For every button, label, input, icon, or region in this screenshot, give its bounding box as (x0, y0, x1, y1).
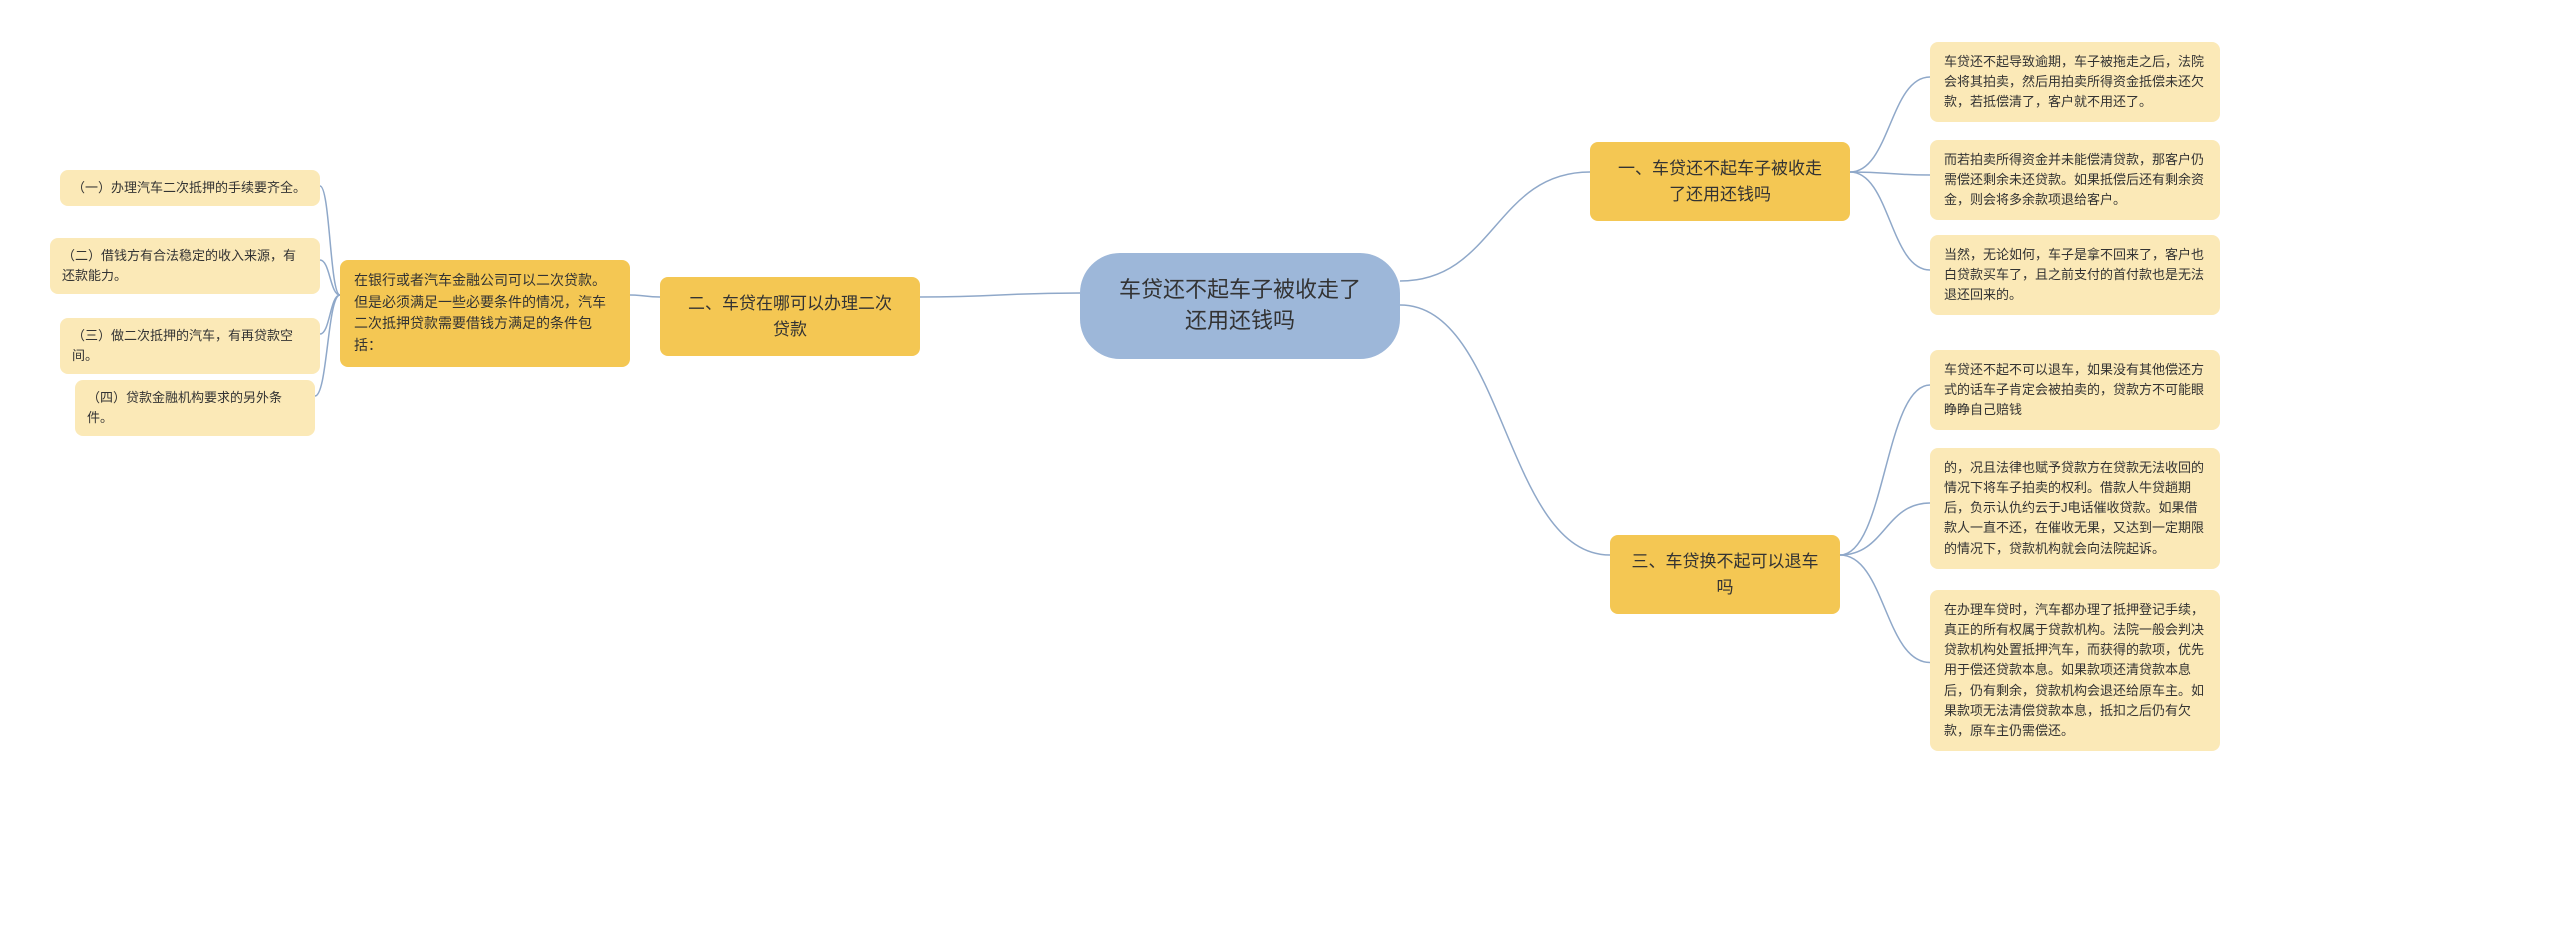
branch-3-leaf-3[interactable]: 在办理车贷时，汽车都办理了抵押登记手续，真正的所有权属于贷款机构。法院一般会判决… (1930, 590, 2220, 751)
branch-1[interactable]: 一、车贷还不起车子被收走了还用还钱吗 (1590, 142, 1850, 221)
central-topic[interactable]: 车贷还不起车子被收走了还用还钱吗 (1080, 253, 1400, 359)
branch-2-leaf-4[interactable]: （四）贷款金融机构要求的另外条件。 (75, 380, 315, 436)
branch-2-leaf-1[interactable]: （一）办理汽车二次抵押的手续要齐全。 (60, 170, 320, 206)
branch-2-leaf-2[interactable]: （二）借钱方有合法稳定的收入来源，有还款能力。 (50, 238, 320, 294)
branch-3-leaf-1[interactable]: 车贷还不起不可以退车，如果没有其他偿还方式的话车子肯定会被拍卖的，贷款方不可能眼… (1930, 350, 2220, 430)
branch-1-leaf-1[interactable]: 车贷还不起导致逾期，车子被拖走之后，法院会将其拍卖，然后用拍卖所得资金抵偿未还欠… (1930, 42, 2220, 122)
branch-3[interactable]: 三、车贷换不起可以退车吗 (1610, 535, 1840, 614)
branch-3-leaf-2[interactable]: 的，况且法律也赋予贷款方在贷款无法收回的情况下将车子拍卖的权利。借款人牛贷趟期后… (1930, 448, 2220, 569)
branch-2[interactable]: 二、车贷在哪可以办理二次贷款 (660, 277, 920, 356)
branch-2-sub-1[interactable]: 在银行或者汽车金融公司可以二次贷款。但是必须满足一些必要条件的情况，汽车二次抵押… (340, 260, 630, 367)
branch-1-leaf-2[interactable]: 而若拍卖所得资金并未能偿清贷款，那客户仍需偿还剩余未还贷款。如果抵偿后还有剩余资… (1930, 140, 2220, 220)
branch-2-leaf-3[interactable]: （三）做二次抵押的汽车，有再贷款空间。 (60, 318, 320, 374)
branch-1-leaf-3[interactable]: 当然，无论如何，车子是拿不回来了，客户也白贷款买车了，且之前支付的首付款也是无法… (1930, 235, 2220, 315)
